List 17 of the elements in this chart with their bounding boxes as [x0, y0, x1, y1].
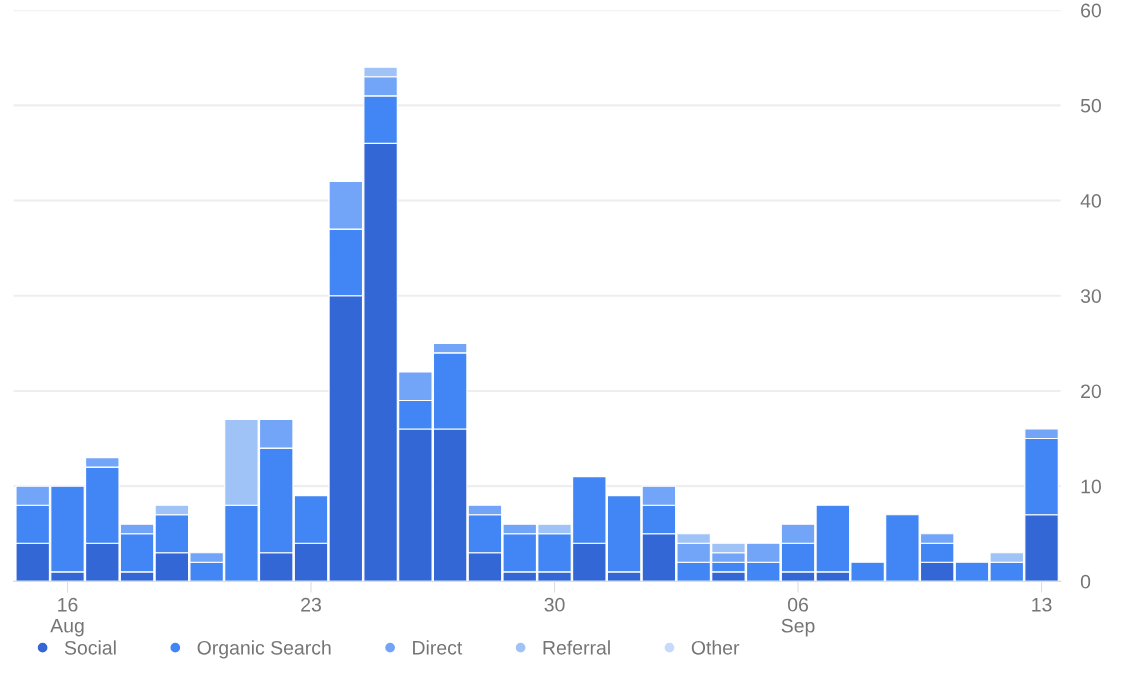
y-tick-label: 60	[1081, 3, 1101, 18]
x-tick-label: 23	[301, 597, 321, 612]
y-tick-label: 0	[1080, 574, 1091, 589]
legend-label: Direct	[413, 640, 463, 655]
legend-label: Referral	[543, 640, 610, 655]
y-tick-label: 40	[1080, 194, 1101, 208]
y-tick-label: 50	[1080, 98, 1101, 113]
y-tick-label: 10	[1081, 479, 1101, 494]
legend-label: Organic Search	[197, 640, 331, 659]
legend-label: Other	[691, 640, 740, 655]
x-tick-label: 13	[1032, 597, 1052, 612]
legend-label: Social	[64, 640, 116, 655]
x-tick-label: 16 Aug	[50, 597, 84, 637]
x-tick-label: 06 Sep	[781, 597, 815, 637]
y-tick-label: 30	[1080, 289, 1101, 303]
y-tick-label: 20	[1081, 384, 1101, 399]
x-tick-label: 30	[544, 597, 565, 612]
